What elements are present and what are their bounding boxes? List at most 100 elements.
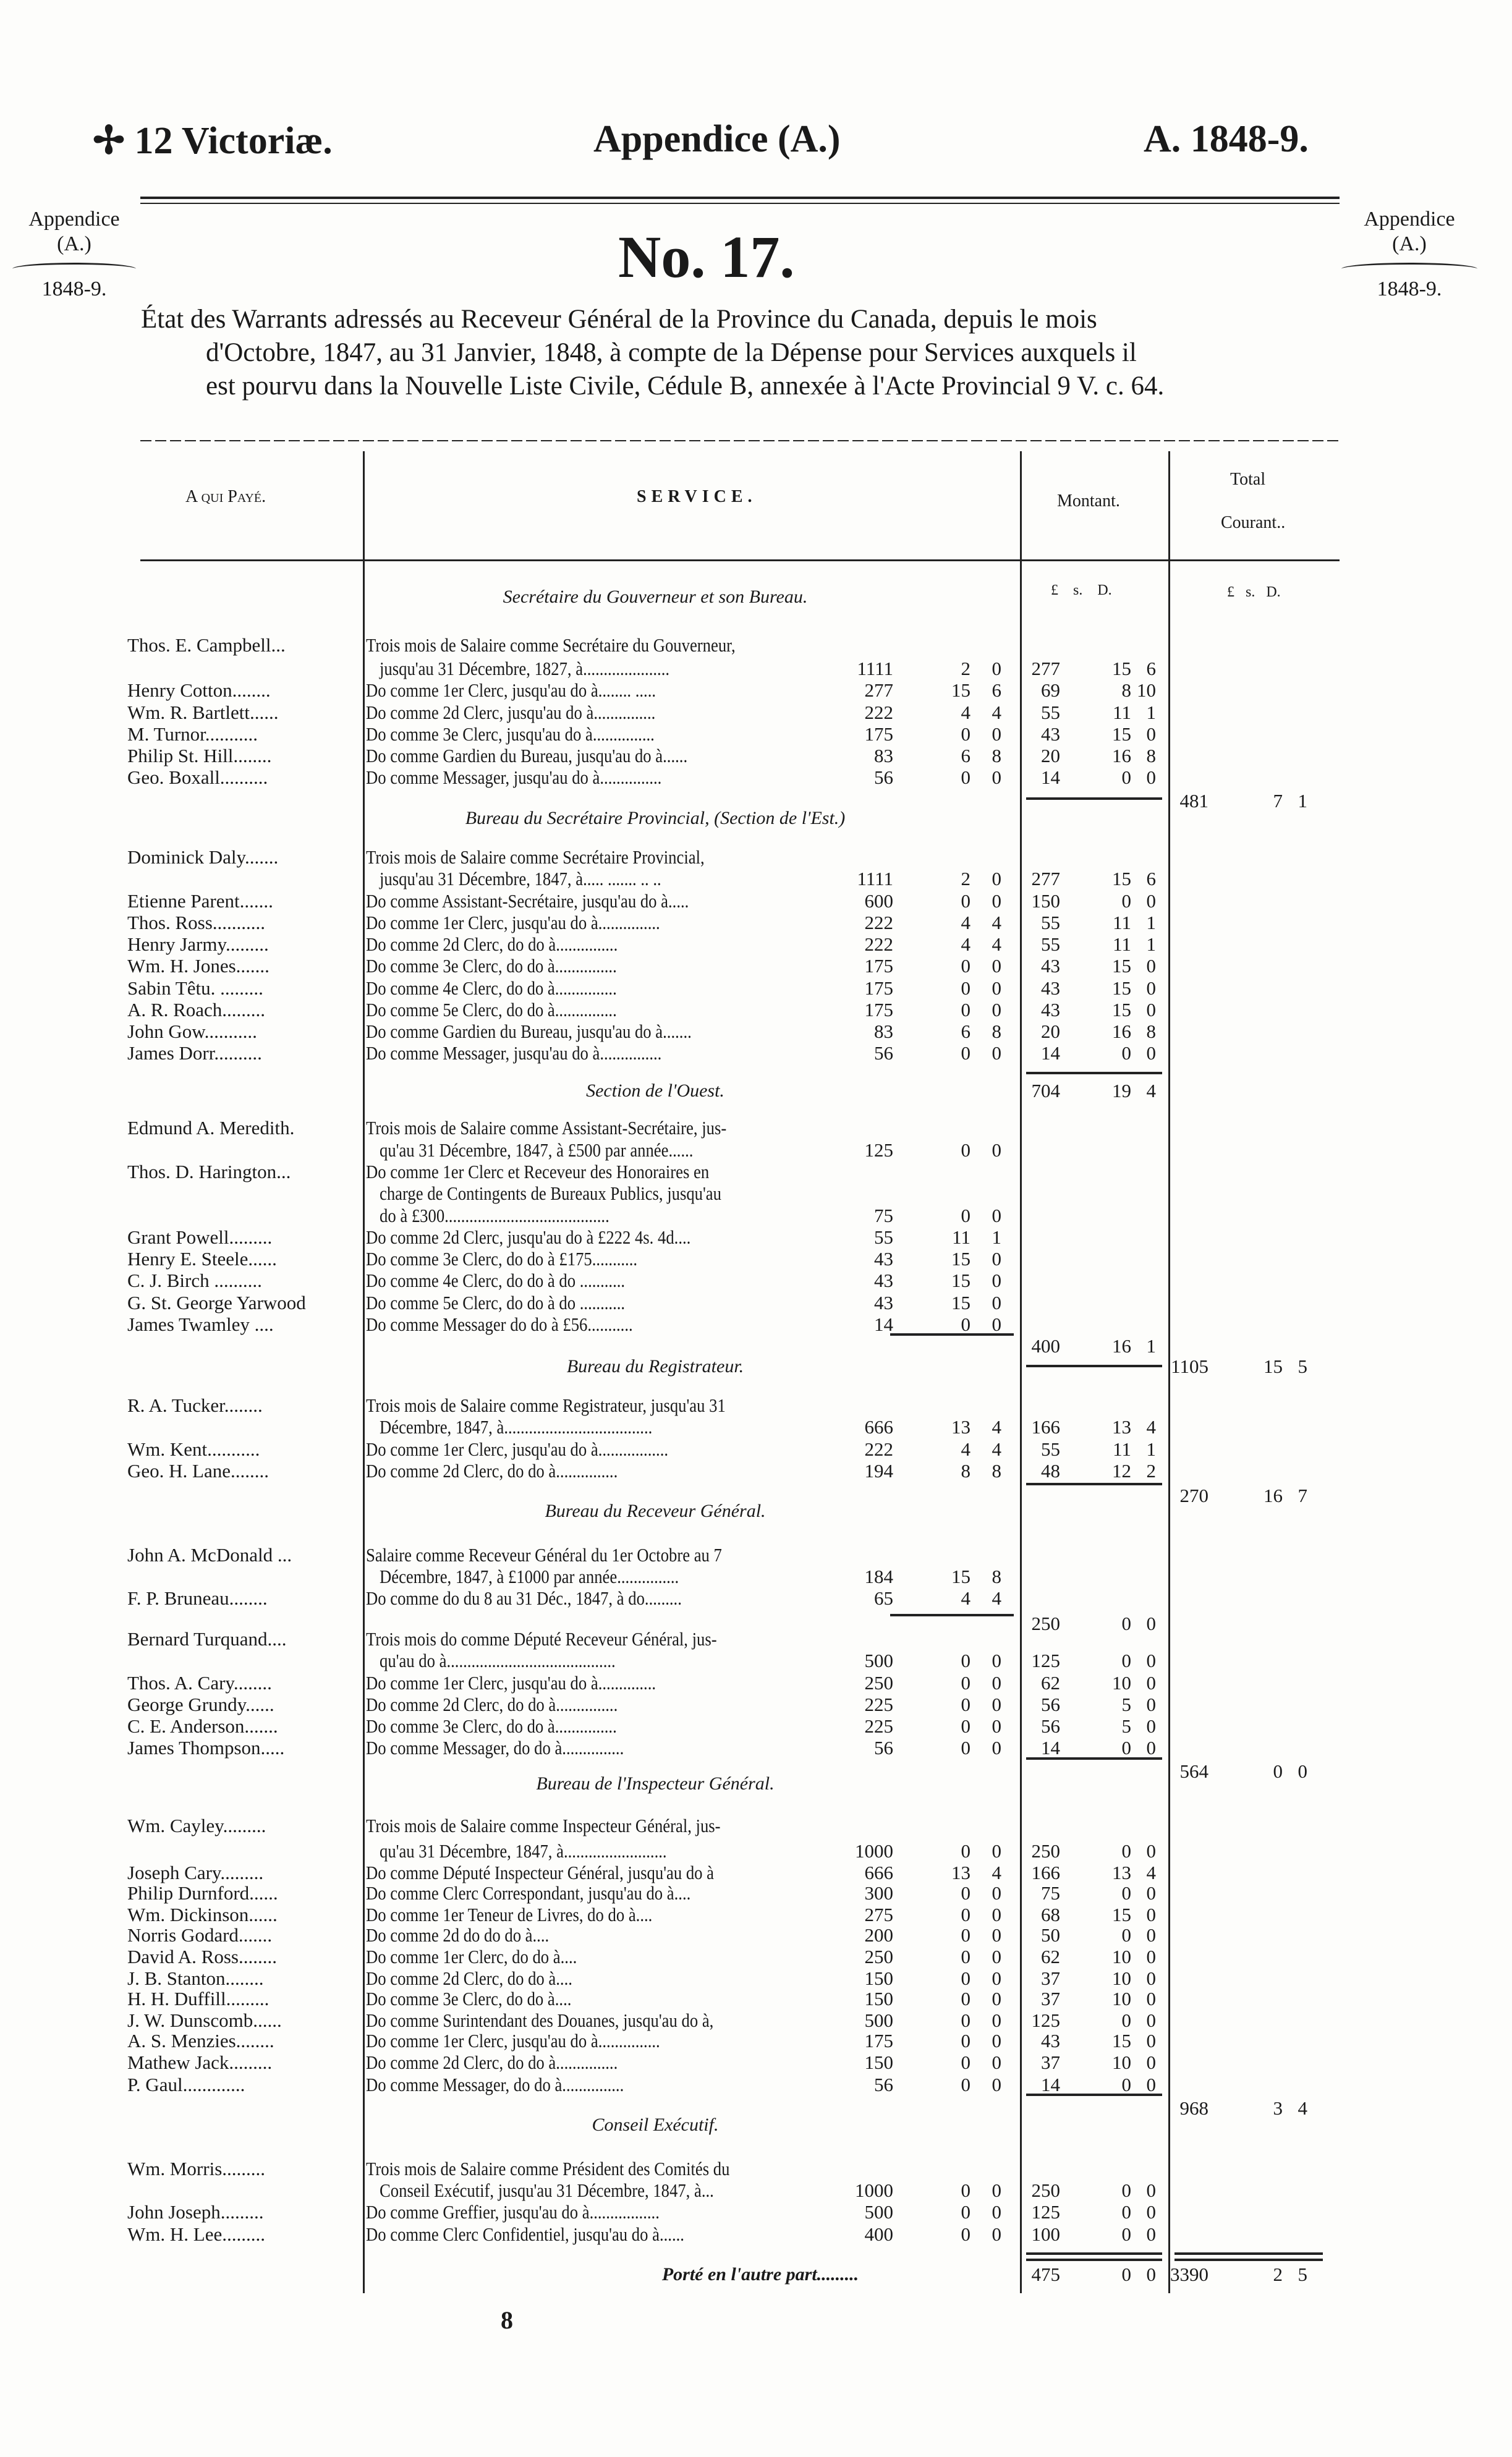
margin-note-appendix: Appendice: [28, 208, 120, 231]
payee-name: Wm. Morris.........: [127, 2158, 266, 2179]
amount-shillings: 4: [961, 1587, 971, 1609]
payee-name: Edmund A. Meredith.: [127, 1117, 295, 1139]
amount-shillings: 15: [951, 1292, 970, 1313]
amount-shillings: 0: [961, 1924, 971, 1946]
payee-name: Sabin Têtu. .........: [127, 977, 263, 999]
payee-name: Philip Durnford......: [127, 1882, 278, 1904]
section-heading: Secrétaire du Gouverneur et son Bureau.: [503, 587, 808, 607]
service-description: Do comme 2d Clerc, do do à..............…: [366, 933, 618, 955]
total-units: £ s. D.: [1227, 584, 1281, 601]
document-number: No. 17.: [618, 224, 795, 290]
table-row: qu'au 31 Décembre, 1847, à..............…: [0, 1840, 1512, 1862]
service-description: Conseil Exécutif, jusqu'au 31 Décembre, …: [380, 2179, 714, 2201]
table-row: Edmund A. Meredith. Trois mois de Salaire…: [0, 1117, 1512, 1139]
amount-pounds: 300: [864, 1882, 894, 1904]
montant-pounds: 62: [1041, 1672, 1060, 1694]
montant-pence: 0: [1146, 1946, 1157, 1967]
table-row: A. R. Roach......... Do comme 5e Clerc, d…: [0, 999, 1512, 1021]
service-description: Do comme 2d Clerc, jusqu'au do à £222 4s…: [366, 1226, 691, 1248]
section-heading: Bureau du Registrateur.: [566, 1356, 744, 1377]
service-description: Do comme 2d Clerc, do do à..............…: [366, 1694, 618, 1715]
table-row: qu'au 31 Décembre, 1847, à £500 par anné…: [0, 1139, 1512, 1161]
amount-shillings: 13: [951, 1862, 970, 1883]
carried-forward-label: Porté en l'autre part.........: [661, 2264, 859, 2285]
table-row: 400 16 1: [0, 1335, 1512, 1357]
amount-pounds: 83: [874, 745, 893, 766]
table-row: M. Turnor........... Do comme 3e Clerc, j…: [0, 723, 1512, 745]
amount-pounds: 43: [874, 1248, 893, 1270]
service-description: Do comme 2d Clerc, do do à..............…: [366, 2052, 618, 2073]
table-row: G. St. George Yarwood Do comme 5e Clerc, …: [0, 1292, 1512, 1314]
amount-pence: 8: [992, 1460, 1002, 1482]
montant-shillings: 0: [1121, 1613, 1132, 1634]
montant-pounds: 56: [1041, 1715, 1060, 1737]
montant-pence: 0: [1146, 1904, 1157, 1925]
table-row: David A. Ross........ Do comme 1er Clerc,…: [0, 1946, 1512, 1968]
service-description: Décembre, 1847, à.......................…: [380, 1416, 653, 1438]
service-description: Do comme Messager, jusqu'au do à........…: [366, 1042, 662, 1064]
table-row: H. H. Duffill......... Do comme 3e Clerc,…: [0, 1988, 1512, 2010]
table-row: F. P. Bruneau........ Do comme do du 8 au…: [0, 1587, 1512, 1610]
table-row: do à £300...............................…: [0, 1205, 1512, 1227]
amount-pounds: 250: [864, 1672, 894, 1694]
unit-pounds: £: [1227, 584, 1234, 600]
amount-pounds: 200: [864, 1924, 894, 1946]
payee-name: Henry Jarmy.........: [127, 933, 269, 955]
service-description: Do comme 3e Clerc, jusqu'au do à........…: [366, 723, 655, 745]
montant-shillings: 12: [1112, 1460, 1131, 1482]
table-row: Wm. Cayley......... Trois mois de Salaire…: [0, 1815, 1512, 1837]
service-description: Do comme Messager, do do à..............…: [366, 1737, 624, 1759]
payee-name: G. St. George Yarwood: [127, 1292, 306, 1313]
amount-shillings: 0: [961, 2074, 971, 2095]
amount-shillings: 0: [961, 1672, 971, 1694]
table-row: A. S. Menzies........ Do comme 1er Clerc,…: [0, 2030, 1512, 2052]
column-header-total: Total: [1230, 470, 1266, 489]
service-description: Do comme 3e Clerc, do do à..............…: [366, 955, 617, 977]
table-row: Wm. Dickinson...... Do comme 1er Teneur d…: [0, 1904, 1512, 1926]
amount-shillings: 0: [961, 2030, 971, 2052]
amount-pounds: 600: [864, 890, 894, 912]
montant-pounds: 250: [1031, 2179, 1061, 2201]
table-row: 270 16 7: [0, 1485, 1512, 1507]
montant-pounds: 56: [1041, 1694, 1060, 1715]
service-description: Do comme Gardien du Bureau, jusqu'au do …: [366, 745, 688, 766]
service-description: Do comme 5e Clerc, do do à..............…: [366, 999, 617, 1021]
table-row: Wm. Kent........... Do comme 1er Clerc, j…: [0, 1438, 1512, 1461]
total-pounds: 270: [1179, 1485, 1209, 1506]
table-row: Thos. D. Harington... Do comme 1er Clerc …: [0, 1161, 1512, 1183]
table-row: Grant Powell......... Do comme 2d Clerc, …: [0, 1226, 1512, 1249]
amount-pence: 0: [992, 1694, 1002, 1715]
amount-pence: 0: [992, 977, 1002, 999]
table-row: Wm. H. Lee......... Do comme Clerc Confid…: [0, 2223, 1512, 2246]
amount-shillings: 0: [961, 1715, 971, 1737]
montant-pounds: 48: [1041, 1460, 1060, 1482]
amount-pence: 8: [992, 1566, 1002, 1587]
amount-pence: 4: [992, 1416, 1002, 1438]
year-header: A. 1848-9.: [1144, 118, 1309, 160]
montant-pounds: 125: [1031, 2009, 1061, 2031]
table-row: 968 3 4: [0, 2097, 1512, 2120]
amount-pence: 0: [992, 658, 1002, 679]
amount-pence: 0: [992, 1270, 1002, 1291]
montant-shillings: 10: [1112, 1946, 1131, 1967]
service-description: Do comme Surintendant des Douanes, jusqu…: [366, 2009, 714, 2031]
montant-pounds: 55: [1041, 912, 1060, 933]
montant-shillings: 15: [1112, 2030, 1131, 2052]
amount-pounds: 1000: [855, 2179, 893, 2201]
amount-pounds: 56: [874, 766, 893, 788]
amount-pounds: 14: [874, 1313, 893, 1335]
subtotal-rule: [1026, 1072, 1162, 1074]
section-heading: Bureau de l'Inspecteur Général.: [536, 1773, 775, 1794]
montant-shillings: 11: [1113, 912, 1131, 933]
subtotal-rule: [1026, 2094, 1162, 2096]
total-shillings: 15: [1264, 1356, 1283, 1377]
service-description: Do comme 2d Clerc, do do à....: [366, 1967, 572, 1989]
montant-pence: 8: [1146, 745, 1157, 766]
montant-pence: 0: [1146, 2074, 1157, 2095]
total-pence: 1: [1298, 790, 1308, 812]
table-row: R. A. Tucker........ Trois mois de Salair…: [0, 1394, 1512, 1417]
service-description: do à £300...............................…: [380, 1205, 609, 1226]
amount-pence: 0: [992, 955, 1002, 977]
amount-shillings: 8: [961, 1460, 971, 1482]
